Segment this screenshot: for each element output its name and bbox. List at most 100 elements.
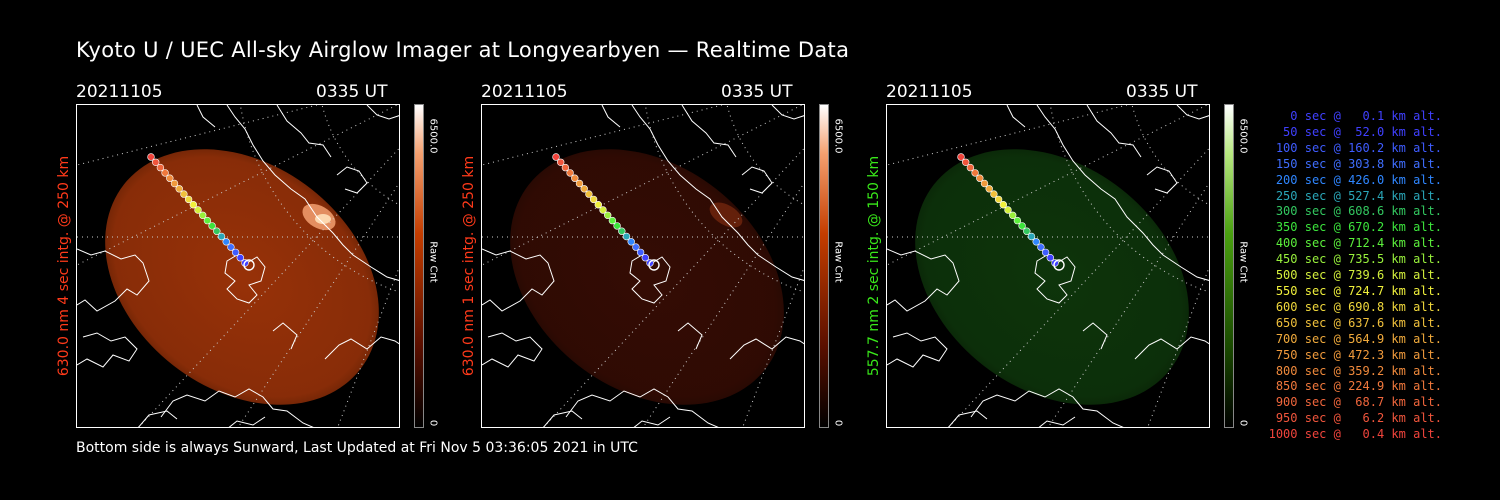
legend-entry: 600 sec @ 690.8 km alt. [1275,299,1442,314]
panel-1-date: 20211105 [76,82,163,102]
trajectory-point [985,185,993,193]
trajectory-point [222,238,230,246]
trajectory-point [594,200,603,209]
panel-1-allsky-image [76,104,400,428]
legend-entry: 700 sec @ 564.9 km alt. [1275,331,1442,346]
panel-1-cbar-unit: Raw Cnt [427,241,439,283]
trajectory-point [641,254,650,262]
panel-1-colorbar [414,104,424,428]
trajectory-point [957,153,965,161]
trajectory-point [236,254,245,262]
legend-entry: 100 sec @ 160.2 km alt. [1275,140,1442,155]
legend-entry: 250 sec @ 527.4 km alt. [1275,188,1442,203]
trajectory-point [585,190,593,198]
trajectory-point [599,206,607,214]
trajectory-point [1046,254,1055,262]
legend-entry: 900 sec @ 68.7 km alt. [1275,395,1442,410]
trajectory-point [999,200,1008,209]
altitude-legend: 0 sec @ 0.1 km alt. 50 sec @ 52.0 km alt.… [1250,109,1442,443]
trajectory-point [994,195,1003,204]
trajectory-point [208,222,216,230]
trajectory-point [166,174,174,182]
legend-entry: 200 sec @ 426.0 km alt. [1275,172,1442,187]
panel-2-allsky-image [481,104,805,428]
panel-1-time: 0335 UT [316,82,388,102]
legend-entry: 150 sec @ 303.8 km alt. [1275,156,1442,171]
trajectory-point [966,163,975,172]
trajectory-point [608,216,617,225]
trajectory-point [1032,238,1040,246]
panel-2-cbar-max: 6500.0 [832,118,844,154]
trajectory-point [189,200,198,209]
trajectory-point [961,158,970,166]
trajectory-point [161,169,169,177]
trajectory-point [175,185,183,193]
trajectory-point [580,185,588,193]
panel-2-map [482,105,804,427]
trajectory-point [627,238,635,246]
legend-entry: 450 sec @ 735.5 km alt. [1275,252,1442,267]
trajectory-point [575,179,584,188]
panel-3-map [887,105,1209,427]
trajectory-point [184,195,193,204]
page-title: Kyoto U / UEC All-sky Airglow Imager at … [76,38,850,62]
legend-entry: 300 sec @ 608.6 km alt. [1275,204,1442,219]
trajectory-point [976,174,984,182]
legend-entry: 800 sec @ 359.2 km alt. [1275,363,1442,378]
panel-2-date: 20211105 [481,82,568,102]
trajectory-point [980,179,989,188]
trajectory-point [1008,211,1017,220]
trajectory-point [194,206,202,214]
trajectory-point [990,190,998,198]
panel-1-cbar-max: 6500.0 [427,118,439,154]
panel-3-cbar-unit: Raw Cnt [1237,241,1249,283]
panel-2-time: 0335 UT [721,82,793,102]
panel-3-time: 0335 UT [1126,82,1198,102]
legend-entry: 50 sec @ 52.0 km alt. [1283,124,1442,139]
trajectory-point [589,195,598,204]
trajectory-point [1018,222,1026,230]
trajectory-point [156,163,165,172]
trajectory-point [198,211,207,220]
panel-2-ylabel: 630.0 nm 1 sec intg. @ 250 km [461,155,477,377]
panel-3-cbar-min: 0 [1237,419,1249,427]
panel-1-cbar-min: 0 [427,419,439,427]
trajectory-point [227,243,235,251]
trajectory-point [151,158,160,166]
trajectory-point [632,243,640,251]
panel-3-allsky-image [886,104,1210,428]
panel-3-date: 20211105 [886,82,973,102]
trajectory-point [231,248,240,257]
panel-2-colorbar [819,104,829,428]
trajectory-point [1004,206,1012,214]
panel-2-cbar-min: 0 [832,419,844,427]
trajectory-point [636,248,645,257]
trajectory-point [552,153,560,161]
legend-entry: 350 sec @ 670.2 km alt. [1275,220,1442,235]
trajectory-point [170,179,179,188]
trajectory-point [618,227,626,235]
legend-entry: 850 sec @ 224.9 km alt. [1275,379,1442,394]
panel-3-ylabel: 557.7 nm 2 sec intg. @ 150 km [866,155,882,377]
trajectory-point [613,222,621,230]
trajectory-point [1027,232,1036,241]
legend-entry: 500 sec @ 739.6 km alt. [1275,268,1442,283]
trajectory-point [1023,227,1031,235]
trajectory-point [147,153,155,161]
trajectory-point [603,211,612,220]
panel-3-colorbar [1224,104,1234,428]
trajectory-point [571,174,579,182]
legend-entry: 1000 sec @ 0.4 km alt. [1268,427,1442,442]
panel-3-cbar-max: 6500.0 [1237,118,1249,154]
trajectory-point [213,227,221,235]
panel-1-ylabel: 630.0 nm 4 sec intg. @ 250 km [56,155,72,377]
legend-entry: 650 sec @ 637.6 km alt. [1275,315,1442,330]
legend-entry: 950 sec @ 6.2 km alt. [1275,411,1442,426]
trajectory-point [971,169,979,177]
footer-note: Bottom side is always Sunward, Last Upda… [76,440,638,456]
trajectory-point [1041,248,1050,257]
trajectory-point [1013,216,1022,225]
panel-1-map [77,105,399,427]
trajectory-point [561,163,570,172]
legend-entry: 550 sec @ 724.7 km alt. [1275,283,1442,298]
